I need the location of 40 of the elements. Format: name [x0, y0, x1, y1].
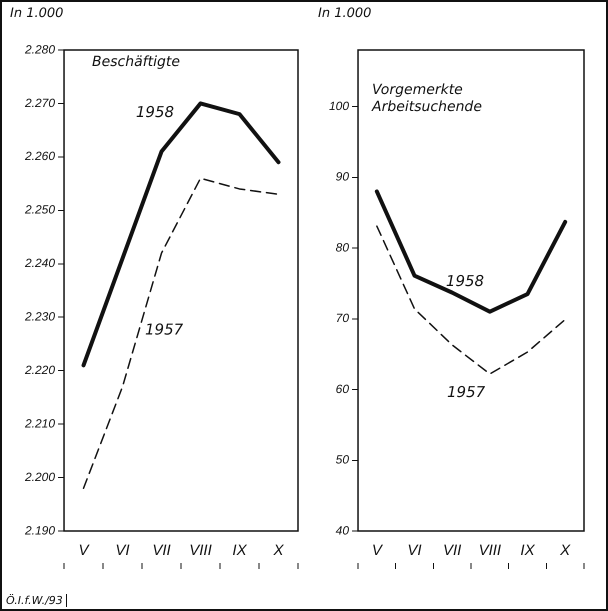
y-tick-label: 40: [336, 523, 350, 538]
y-tick-label: 2.230: [24, 310, 56, 324]
y-tick-label: 50: [336, 452, 350, 467]
x-tick-label: VII: [443, 542, 462, 560]
line-series: [376, 225, 566, 375]
line-series: [82, 178, 280, 489]
x-tick-label: X: [559, 542, 572, 560]
x-tick-label: IX: [520, 542, 536, 560]
y-tick-label: 90: [336, 170, 350, 184]
y-tick-label: 2.280: [24, 42, 56, 56]
y-tick-label: 2.190: [24, 523, 56, 538]
x-tick-label: VI: [115, 542, 130, 560]
y-tick-label: 2.200: [24, 470, 56, 484]
y-tick-label: 80: [336, 240, 350, 254]
x-tick-label: VIII: [478, 542, 502, 560]
y-tick-label: 2.240: [24, 256, 56, 270]
y-tick-label: 2.220: [24, 363, 56, 378]
series-label: 1957: [144, 320, 184, 338]
series-label: 1958: [446, 272, 484, 290]
series-label: 1958: [136, 102, 174, 121]
x-tick-label: V: [372, 542, 384, 560]
x-tick-label: VIII: [189, 542, 212, 560]
y-axis-title: In 1.000: [10, 6, 64, 21]
x-tick-label: X: [272, 542, 284, 560]
y-tick-label: 2.260: [24, 149, 56, 164]
series-label: 1957: [446, 382, 486, 401]
x-tick-label: IX: [232, 542, 248, 560]
y-tick-label: 2.250: [24, 202, 56, 217]
y-tick-label: 60: [336, 382, 350, 396]
text: Ö.I.f.W./93: [6, 594, 67, 607]
x-tick-label: VII: [152, 542, 171, 560]
x-tick-label: VI: [407, 542, 422, 560]
y-axis-title: In 1.000: [318, 6, 372, 21]
text: Vorgemerkte Arbeitsuchende: [372, 82, 483, 116]
x-tick-label: V: [78, 542, 91, 560]
y-tick-label: 70: [336, 311, 350, 326]
y-tick-label: 2.210: [24, 416, 56, 430]
y-tick-label: 100: [328, 98, 350, 113]
chart-title: Beschäftigte: [92, 54, 181, 71]
y-tick-label: 2.270: [24, 96, 56, 110]
